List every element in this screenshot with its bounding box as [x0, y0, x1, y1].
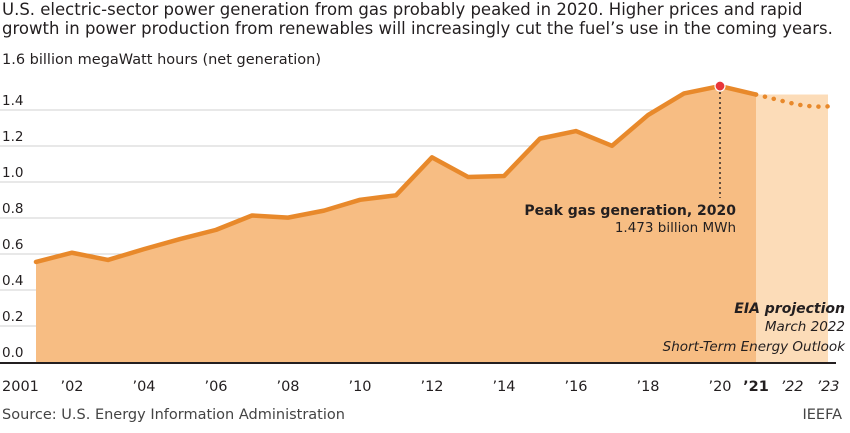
y-tick-label: 1.0 — [2, 165, 23, 181]
x-tick-label: ’08 — [276, 379, 299, 395]
projection-annotation-source: Short-Term Energy Outlook — [663, 339, 847, 355]
x-tick-label: ’16 — [564, 379, 587, 395]
chart-subtitle: U.S. electric-sector power generation fr… — [2, 0, 833, 38]
y-tick-label: 0.2 — [2, 309, 23, 325]
x-tick-label: ’12 — [420, 379, 443, 395]
y-tick-label: 0.8 — [2, 201, 23, 217]
generation-area — [36, 86, 756, 362]
y-axis-unit-label: 1.6 billion megaWatt hours (net generati… — [2, 52, 322, 68]
x-tick-label: ’10 — [348, 379, 371, 395]
y-tick-label: 0.0 — [2, 345, 23, 361]
brand-label: IEEFA — [802, 407, 842, 423]
projection-annotation-title: EIA projection — [734, 301, 845, 317]
projection-series-line — [753, 92, 831, 109]
peak-marker — [714, 80, 726, 92]
x-tick-labels: 2001 ’02 ’04 ’06 ’08 ’10 ’12 ’14 ’16 ’18 ’20 ’21 ’22… — [2, 379, 840, 395]
x-tick-label: ’18 — [636, 379, 659, 395]
projection-region — [756, 94, 828, 363]
x-tick-label: ’21 — [743, 379, 769, 395]
x-tick-label: ’20 — [708, 379, 731, 395]
y-tick-labels: 0.0 0.2 0.4 0.6 0.8 1.0 1.2 1.4 — [2, 93, 23, 361]
x-tick-label: ’22 — [780, 379, 803, 395]
x-tick-label: ’04 — [132, 379, 155, 395]
peak-annotation-title: Peak gas generation, 2020 — [524, 203, 736, 219]
source-note: Source: U.S. Energy Information Administ… — [2, 407, 345, 423]
y-tick-label: 0.6 — [2, 237, 23, 253]
peak-annotation-value: 1.473 billion MWh — [615, 220, 736, 236]
projection-annotation-date: March 2022 — [765, 319, 845, 335]
y-tick-label: 1.4 — [2, 93, 23, 109]
x-tick-label: ’14 — [492, 379, 515, 395]
historical-series-line — [33, 83, 759, 265]
x-tick-label: ’02 — [60, 379, 83, 395]
y-tick-label: 0.4 — [2, 273, 23, 289]
x-tick-label: 2001 — [2, 379, 39, 395]
y-tick-label: 1.2 — [2, 129, 23, 145]
x-tick-label: ’06 — [204, 379, 227, 395]
x-tick-label: ’23 — [816, 379, 839, 395]
